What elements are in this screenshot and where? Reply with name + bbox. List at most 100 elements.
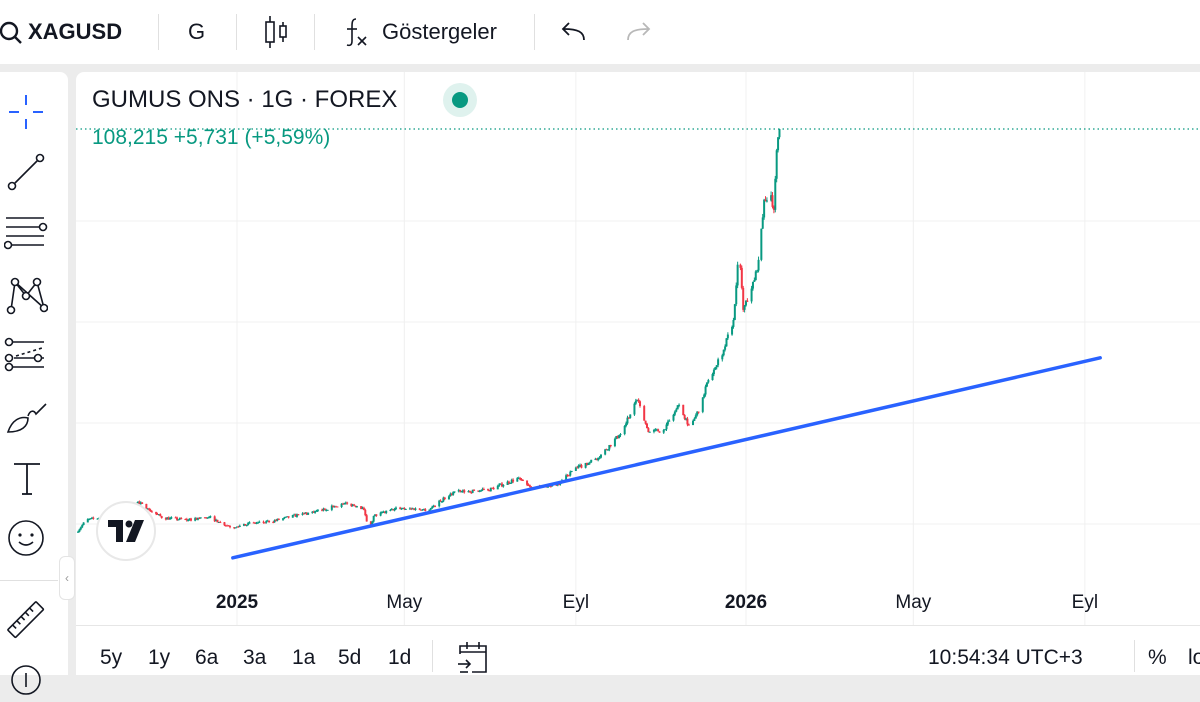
text-icon[interactable] <box>4 456 48 500</box>
candle-body <box>403 508 406 510</box>
candle-body <box>276 518 279 521</box>
candle-body <box>410 508 413 510</box>
log-scale-button[interactable]: lo <box>1188 646 1200 669</box>
candle-body <box>209 516 212 518</box>
candle-body <box>666 421 669 425</box>
candle-body <box>672 414 675 421</box>
candle-body <box>618 435 621 439</box>
candle-body <box>590 459 593 463</box>
candle-body <box>375 514 378 516</box>
candle-body <box>88 518 91 520</box>
candle-body <box>692 420 695 426</box>
bottom-toolbar: 5y 1y 6a 3a 1a 5d 1d 10:54:34 UTC+3 % lo <box>76 636 1200 675</box>
candle-body <box>467 491 470 493</box>
candle-body <box>527 484 530 486</box>
candle-body <box>549 486 552 488</box>
search-icon <box>0 21 22 44</box>
price-chart[interactable] <box>0 0 1200 675</box>
x-tick-label: 2026 <box>724 592 768 613</box>
last-price: 108,215 <box>92 126 168 149</box>
tradingview-logo[interactable] <box>96 501 156 561</box>
fib-lines-icon[interactable] <box>4 212 48 256</box>
top-toolbar: XAGUSD G Göstergeler <box>0 0 1200 64</box>
candle-body <box>238 525 241 527</box>
range-1d[interactable]: 1d <box>388 646 412 669</box>
candle-body <box>772 206 775 210</box>
candle-body <box>644 420 647 424</box>
candle-body <box>726 334 729 339</box>
candle-body <box>704 386 707 395</box>
symbol-search-button[interactable]: XAGUSD <box>0 0 122 64</box>
candle-body <box>675 409 678 412</box>
collapse-toolbar-button[interactable]: ‹ <box>59 556 75 600</box>
candle-body <box>777 137 780 151</box>
candle-body <box>180 518 183 520</box>
emoji-icon[interactable] <box>4 516 48 560</box>
candle-body <box>604 449 607 455</box>
candle-body <box>655 429 658 431</box>
range-5d[interactable]: 5d <box>338 646 362 669</box>
candle-body <box>187 519 190 521</box>
clock-timezone[interactable]: 10:54:34 UTC+3 <box>928 646 1083 669</box>
candle-body <box>498 484 501 486</box>
candle-body <box>516 478 519 482</box>
percent-scale-button[interactable]: % <box>1148 646 1167 669</box>
candle-body <box>206 517 209 519</box>
trend-line-icon[interactable] <box>4 150 48 194</box>
range-3a[interactable]: 3a <box>243 646 267 669</box>
candle-body <box>216 519 219 523</box>
candle-body <box>326 509 329 511</box>
candle-body <box>254 522 257 524</box>
candle-body <box>266 520 269 522</box>
candle-body <box>360 506 363 510</box>
candle-body <box>350 503 353 507</box>
candle-body <box>394 507 397 509</box>
candle-body <box>774 178 777 210</box>
range-5y[interactable]: 5y <box>100 646 123 669</box>
interval-button[interactable]: G <box>188 19 206 44</box>
candle-body <box>714 367 717 370</box>
candle-body <box>301 513 304 515</box>
candle-body <box>295 514 298 517</box>
candle-body <box>282 518 285 520</box>
forecast-icon[interactable] <box>4 334 48 378</box>
candle-body <box>468 491 471 493</box>
crosshair-icon[interactable] <box>4 90 48 134</box>
pattern-icon[interactable] <box>4 272 48 316</box>
redo-button[interactable] <box>624 0 652 64</box>
indicators-button[interactable]: Göstergeler <box>342 0 497 64</box>
candle-body <box>615 436 618 439</box>
candle-body <box>223 522 226 526</box>
candle-body <box>364 509 367 516</box>
candle-body <box>252 522 255 524</box>
range-6a[interactable]: 6a <box>195 646 219 669</box>
candle-body <box>452 492 455 495</box>
candle-body <box>374 514 377 516</box>
candle-body <box>652 430 655 432</box>
candle-body <box>372 515 375 522</box>
range-1a[interactable]: 1a <box>292 646 316 669</box>
candle-body <box>599 454 602 458</box>
ruler-icon[interactable] <box>4 598 48 642</box>
candle-body <box>189 518 192 521</box>
candle-body <box>256 522 259 524</box>
candle-body <box>185 519 188 521</box>
range-1y[interactable]: 1y <box>148 646 171 669</box>
market-status-indicator[interactable] <box>443 83 477 117</box>
go-to-date-icon[interactable] <box>456 640 490 674</box>
candle-body <box>330 505 333 510</box>
chart-type-button[interactable] <box>262 0 290 64</box>
candle-body <box>149 509 152 512</box>
chart-title[interactable]: GUMUS ONS · 1G · FOREX <box>92 86 398 113</box>
chart-panel[interactable] <box>76 72 1200 675</box>
candle-body <box>736 264 739 286</box>
brush-icon[interactable] <box>4 394 48 438</box>
candle-body <box>198 518 201 520</box>
candle-body <box>506 481 509 485</box>
undo-button[interactable] <box>560 0 588 64</box>
candle-body <box>701 397 704 412</box>
candle-body <box>77 531 80 533</box>
candle-body <box>263 522 266 524</box>
candle-body <box>315 510 318 512</box>
trend-line <box>231 356 1102 560</box>
